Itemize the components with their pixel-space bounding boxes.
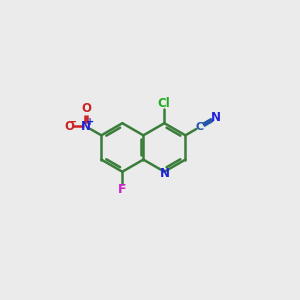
Text: C: C (196, 122, 204, 132)
Text: N: N (81, 120, 91, 133)
Text: F: F (118, 183, 127, 196)
Text: +: + (86, 117, 94, 127)
Text: −: − (69, 117, 77, 127)
Text: O: O (81, 102, 91, 115)
Text: O: O (64, 120, 74, 133)
Text: N: N (160, 167, 170, 180)
Text: N: N (211, 111, 221, 124)
Text: Cl: Cl (158, 97, 170, 110)
